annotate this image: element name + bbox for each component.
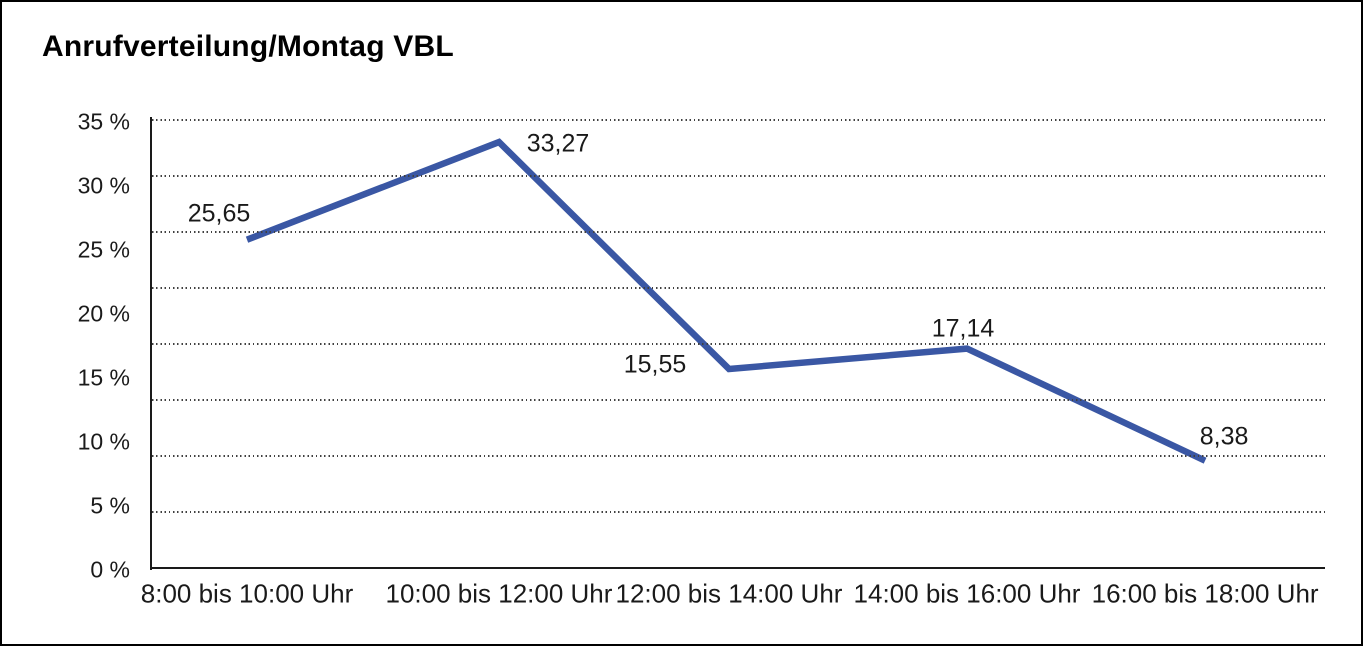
- y-axis-tick-label: 25 %: [77, 236, 130, 263]
- gridline: [152, 343, 1325, 345]
- x-axis-category-label: 10:00 bis 12:00 Uhr: [385, 578, 613, 609]
- y-axis-tick-label: 15 %: [77, 364, 130, 391]
- y-axis-tick-label: 20 %: [77, 300, 130, 327]
- x-axis-category-label: 14:00 bis 16:00 Uhr: [853, 578, 1081, 609]
- data-point-label: 8,38: [1199, 422, 1249, 451]
- gridline: [152, 231, 1325, 233]
- x-axis-category-label: 12:00 bis 14:00 Uhr: [615, 578, 843, 609]
- data-point-label: 15,55: [623, 350, 687, 379]
- data-line: [245, 138, 1207, 464]
- y-axis-tick-label: 35 %: [77, 108, 130, 135]
- x-axis-category-label: 16:00 bis 18:00 Uhr: [1091, 578, 1319, 609]
- data-point-label: 25,65: [187, 199, 251, 228]
- x-axis-category-label: 8:00 bis 10:00 Uhr: [140, 578, 354, 609]
- gridline: [152, 287, 1325, 289]
- gridline: [152, 455, 1325, 457]
- y-axis-tick-label: 30 %: [77, 172, 130, 199]
- gridline: [152, 511, 1325, 513]
- y-axis-tick-label: 10 %: [77, 428, 130, 455]
- gridline: [152, 175, 1325, 177]
- gridline: [152, 119, 1325, 121]
- y-axis-tick-label: 0 %: [90, 556, 130, 583]
- x-axis-line: [150, 567, 1325, 569]
- data-point-label: 33,27: [526, 129, 590, 158]
- y-axis-line: [150, 117, 152, 570]
- y-axis-tick-label: 5 %: [90, 492, 130, 519]
- chart-title: Anrufverteilung/Montag VBL: [42, 30, 454, 63]
- gridline: [152, 399, 1325, 401]
- data-point-label: 17,14: [931, 314, 995, 343]
